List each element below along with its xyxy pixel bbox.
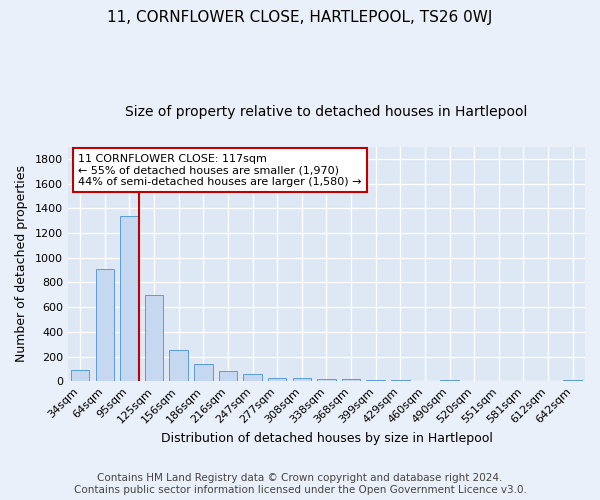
Bar: [95, 269, 114, 381]
Bar: [367, 380, 385, 381]
Bar: [219, 372, 237, 381]
Bar: [145, 295, 163, 381]
Text: 11, CORNFLOWER CLOSE, HARTLEPOOL, TS26 0WJ: 11, CORNFLOWER CLOSE, HARTLEPOOL, TS26 0…: [107, 10, 493, 25]
Bar: [440, 380, 459, 381]
Text: 11 CORNFLOWER CLOSE: 117sqm
← 55% of detached houses are smaller (1,970)
44% of : 11 CORNFLOWER CLOSE: 117sqm ← 55% of det…: [78, 154, 362, 187]
Bar: [317, 378, 335, 381]
Bar: [293, 378, 311, 381]
X-axis label: Distribution of detached houses by size in Hartlepool: Distribution of detached houses by size …: [161, 432, 493, 445]
Bar: [120, 216, 139, 381]
Bar: [71, 370, 89, 381]
Bar: [268, 378, 286, 381]
Bar: [194, 364, 212, 381]
Bar: [563, 380, 582, 381]
Y-axis label: Number of detached properties: Number of detached properties: [15, 166, 28, 362]
Text: Contains HM Land Registry data © Crown copyright and database right 2024.
Contai: Contains HM Land Registry data © Crown c…: [74, 474, 526, 495]
Bar: [342, 380, 361, 381]
Bar: [391, 380, 410, 381]
Bar: [244, 374, 262, 381]
Title: Size of property relative to detached houses in Hartlepool: Size of property relative to detached ho…: [125, 105, 527, 119]
Bar: [169, 350, 188, 381]
